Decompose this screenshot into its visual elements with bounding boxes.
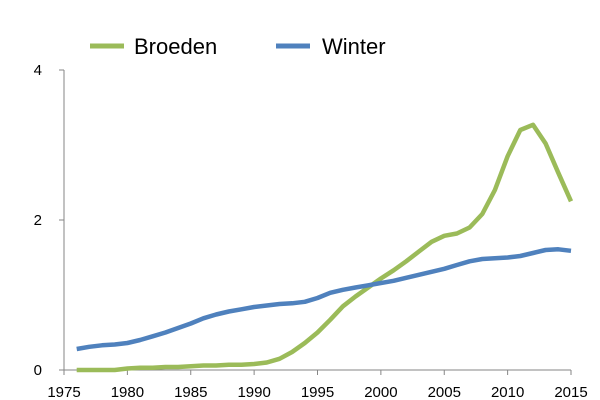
y-tick-label: 4 (34, 62, 42, 79)
axes (59, 69, 572, 375)
legend-label-winter: Winter (322, 34, 386, 59)
y-tick-label: 2 (34, 212, 42, 229)
x-tick-label: 1980 (111, 384, 144, 400)
series-line-winter (76, 247, 572, 352)
x-tick-label: 2000 (364, 384, 397, 400)
x-tick-label: 1975 (47, 384, 80, 400)
legend-label-broeden: Broeden (134, 34, 217, 59)
x-tick-label: 2005 (428, 384, 461, 400)
x-tick-label: 2010 (491, 384, 524, 400)
legend: Broeden Winter (90, 34, 386, 59)
series-line-broeden (76, 122, 574, 373)
x-tick-label: 1990 (237, 384, 270, 400)
x-tick-label: 2015 (554, 384, 587, 400)
tick-labels: 0 2 4 1975 1980 1985 1990 1995 2000 2005 2010 2015 (34, 62, 588, 400)
x-tick-label: 1985 (174, 384, 207, 400)
x-tick-label: 1995 (301, 384, 334, 400)
series-lines (76, 122, 574, 373)
y-tick-label: 0 (34, 362, 42, 379)
